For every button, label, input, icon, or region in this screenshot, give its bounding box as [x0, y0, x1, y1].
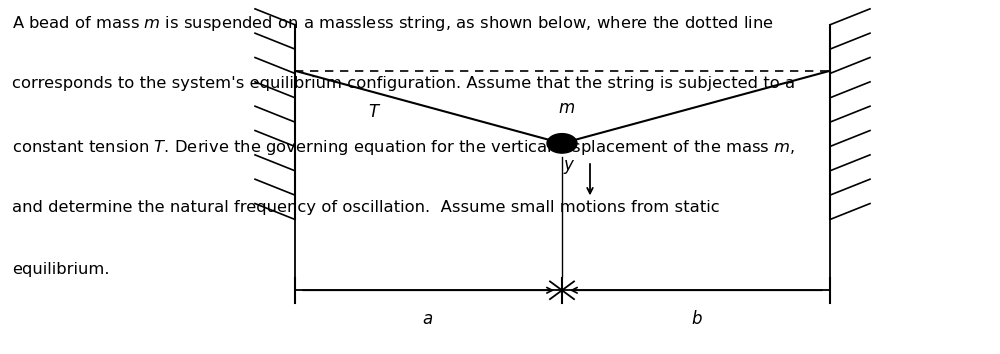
Text: $T$: $T$	[368, 103, 382, 120]
Text: $a$: $a$	[422, 310, 434, 327]
Text: equilibrium.: equilibrium.	[12, 262, 110, 277]
Text: and determine the natural frequency of oscillation.  Assume small motions from s: and determine the natural frequency of o…	[12, 200, 720, 215]
Text: corresponds to the system's equilibrium configuration. Assume that the string is: corresponds to the system's equilibrium …	[12, 76, 795, 91]
Text: constant tension $T$. Derive the governing equation for the vertical displacemen: constant tension $T$. Derive the governi…	[12, 138, 795, 157]
Text: $y$: $y$	[563, 158, 575, 176]
Text: A bead of mass $m$ is suspended on a massless string, as shown below, where the : A bead of mass $m$ is suspended on a mas…	[12, 14, 774, 33]
Text: $b$: $b$	[691, 310, 703, 327]
Text: $m$: $m$	[558, 99, 576, 117]
Ellipse shape	[547, 133, 577, 153]
